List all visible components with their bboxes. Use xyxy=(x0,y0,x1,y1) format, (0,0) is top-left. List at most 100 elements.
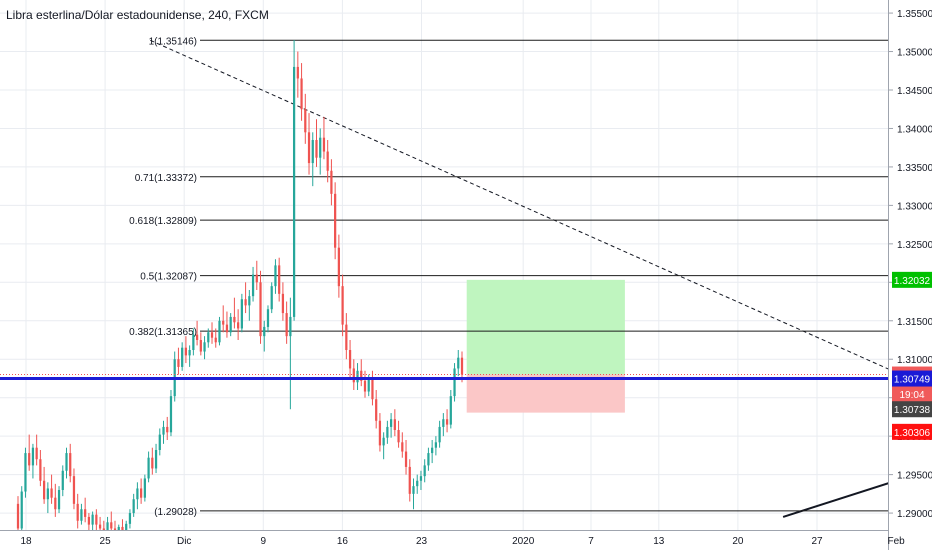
candle-body xyxy=(404,451,408,467)
candle-body xyxy=(125,523,128,533)
time-tick-label: 2020 xyxy=(512,536,535,547)
candle-body xyxy=(281,293,285,314)
candle-body xyxy=(371,378,374,400)
candle-body xyxy=(341,286,344,325)
candle-body xyxy=(222,320,225,325)
candle-body xyxy=(427,453,430,466)
candle-body xyxy=(166,426,169,433)
candle-body xyxy=(158,434,161,450)
candle-body xyxy=(319,137,322,158)
candle-body xyxy=(326,151,329,171)
candle-body xyxy=(24,453,27,492)
candle-body xyxy=(203,342,206,352)
candle-body xyxy=(136,488,139,500)
candle-body xyxy=(453,368,456,397)
candle-body xyxy=(412,486,415,494)
price-tick-label: 1.29500 xyxy=(897,471,932,482)
candle-body xyxy=(389,419,393,427)
candle-body xyxy=(322,137,326,152)
candle-body xyxy=(169,396,173,433)
candle-body xyxy=(121,526,124,533)
candle-body xyxy=(423,465,426,477)
candle-body xyxy=(266,309,270,327)
dashed-trendline xyxy=(150,39,932,389)
candle-body xyxy=(378,420,382,446)
candle-body xyxy=(251,274,255,297)
candle-body xyxy=(147,457,150,479)
candle-body xyxy=(382,437,385,446)
candle-body xyxy=(20,491,23,529)
candle-body xyxy=(419,476,423,481)
price-tick-label: 1.29000 xyxy=(897,509,932,520)
candle-body xyxy=(356,370,359,383)
candle-body xyxy=(151,457,154,469)
candle-body xyxy=(42,480,46,500)
fib-level-label: 0.71(1.33372) xyxy=(135,173,197,184)
candle-body xyxy=(300,78,303,110)
candle-body xyxy=(274,265,277,287)
fib-level-label: (1.29028) xyxy=(154,507,197,518)
candle-body xyxy=(195,334,199,340)
time-tick-label: 23 xyxy=(416,536,428,547)
candle-body xyxy=(401,442,404,452)
candle-body xyxy=(229,316,232,333)
candle-body xyxy=(98,524,102,529)
candle-body xyxy=(207,332,210,343)
candle-body xyxy=(154,450,158,469)
fibonacci-retracement[interactable]: 1(1.35146) 0.71(1.33372) 0.618(1.32809) 0.5… xyxy=(129,36,888,518)
price-badge-label: 1.30749 xyxy=(894,375,931,386)
candle-body xyxy=(177,359,180,367)
chart-grid xyxy=(0,0,897,530)
price-tick-label: 1.32500 xyxy=(897,240,932,251)
time-tick-label: 13 xyxy=(653,536,665,547)
price-badge-label: 1.32032 xyxy=(894,276,931,287)
price-axis[interactable]: 1.35500 1.35000 1.34500 1.34000 1.33500 1.330… xyxy=(888,9,932,520)
candle-body xyxy=(255,274,258,283)
candle-body xyxy=(278,265,281,294)
candle-body xyxy=(259,282,262,337)
candle-body xyxy=(240,299,243,329)
candle-body xyxy=(35,447,38,460)
candle-body xyxy=(39,459,42,481)
time-axis[interactable]: 18 25 Dic 9 16 23 2020 7 13 20 27 Feb xyxy=(20,536,905,547)
candle-body xyxy=(61,470,64,490)
candle-body xyxy=(363,380,367,392)
candle-body xyxy=(360,370,363,381)
candlestick-series xyxy=(16,40,464,544)
candle-body xyxy=(348,350,352,369)
candle-body xyxy=(296,66,299,79)
candle-body xyxy=(57,490,61,510)
candle-body xyxy=(393,419,396,430)
candle-body xyxy=(304,109,307,133)
price-badge-label: 1.30738 xyxy=(894,405,931,416)
fib-level-label: 0.382(1.31365) xyxy=(129,327,197,338)
candle-body xyxy=(110,522,113,529)
candle-body xyxy=(307,132,311,164)
stop-zone xyxy=(466,374,625,413)
candle-body xyxy=(65,453,68,471)
candle-body xyxy=(225,324,229,333)
trendlines[interactable] xyxy=(150,39,932,518)
candle-body xyxy=(199,340,202,352)
candle-body xyxy=(91,514,94,525)
candle-body xyxy=(69,453,72,477)
price-tick-label: 1.33500 xyxy=(897,163,932,174)
candle-body xyxy=(16,503,20,529)
horizontal-price-line[interactable] xyxy=(0,374,888,381)
candle-body xyxy=(386,426,389,438)
candle-body xyxy=(76,503,79,521)
position-zones xyxy=(466,279,625,413)
price-badge xyxy=(892,271,932,288)
price-tick-label: 1.34000 xyxy=(897,124,932,135)
candle-body xyxy=(442,419,445,427)
candle-body xyxy=(106,522,109,530)
candle-body xyxy=(334,193,337,248)
candle-body xyxy=(210,332,214,338)
candle-body xyxy=(431,447,434,454)
solid-trendline xyxy=(782,468,932,518)
candle-body xyxy=(102,528,105,530)
candle-body xyxy=(50,488,53,498)
time-axis-background xyxy=(0,530,888,550)
candle-body xyxy=(449,396,452,425)
